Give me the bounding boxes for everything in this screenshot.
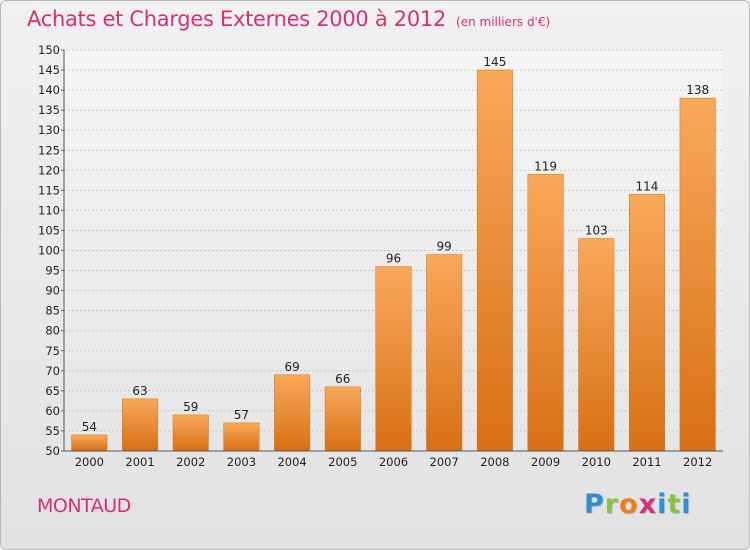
y-tick-label: 95 <box>45 264 60 278</box>
bar <box>223 422 260 452</box>
y-tick-label: 75 <box>45 344 60 358</box>
y-tick-label: 65 <box>45 384 60 398</box>
place-name: MONTAUD <box>37 495 131 517</box>
logo-letter: o <box>619 489 639 520</box>
bar <box>476 69 513 452</box>
y-tick-label: 105 <box>38 223 60 237</box>
y-tick-label: 50 <box>45 444 60 458</box>
y-tick-label: 70 <box>45 364 60 378</box>
y-tick-label: 130 <box>38 123 60 137</box>
value-label: 119 <box>534 159 557 173</box>
bar <box>628 194 665 452</box>
value-label: 63 <box>132 384 147 398</box>
bar <box>71 434 108 452</box>
x-tick-label: 2005 <box>328 455 357 469</box>
value-label: 145 <box>483 55 506 69</box>
chart-title: Achats et Charges Externes 2000 à 2012 (e… <box>27 7 550 31</box>
value-label: 54 <box>82 420 97 434</box>
value-label: 96 <box>386 252 401 266</box>
x-tick-label: 2012 <box>683 455 712 469</box>
bar <box>578 238 615 452</box>
y-tick-label: 100 <box>38 244 60 258</box>
bar <box>274 374 311 452</box>
y-tick-label: 85 <box>45 304 60 318</box>
value-label: 59 <box>183 400 198 414</box>
x-tick-label: 2006 <box>379 455 408 469</box>
logo-letter: P <box>584 489 605 520</box>
bar <box>426 254 463 452</box>
x-tick-label: 2001 <box>125 455 154 469</box>
bar <box>172 414 209 452</box>
y-tick-label: 90 <box>45 284 60 298</box>
x-tick-label: 2011 <box>632 455 661 469</box>
value-label: 99 <box>437 240 452 254</box>
y-tick-label: 145 <box>38 63 60 77</box>
chart-subtitle: (en milliers d'€) <box>456 15 551 29</box>
y-tick-label: 140 <box>38 83 60 97</box>
value-label: 66 <box>335 372 350 386</box>
bar <box>324 386 361 452</box>
bars <box>71 69 716 452</box>
x-tick-label: 2008 <box>480 455 509 469</box>
y-tick-label: 135 <box>38 103 60 117</box>
logo-letter: t <box>667 489 682 520</box>
y-tick-label: 120 <box>38 163 60 177</box>
value-label: 138 <box>686 83 709 97</box>
axes <box>63 50 723 452</box>
x-axis-ticks: 2000 2001 2002 2003 2004 2005 2006 2007 2008 2009… <box>75 455 713 469</box>
proxiti-logo: Proxiti <box>584 489 692 520</box>
x-tick-label: 2009 <box>531 455 560 469</box>
value-label: 69 <box>284 360 299 374</box>
logo-letter: i <box>657 489 668 520</box>
x-tick-label: 2003 <box>227 455 256 469</box>
logo-letter: i <box>681 489 692 520</box>
y-tick-label: 110 <box>38 203 60 217</box>
logo-letter: x <box>638 489 658 520</box>
y-tick-label: 60 <box>45 404 60 418</box>
y-tick-label: 55 <box>45 424 60 438</box>
x-tick-label: 2004 <box>277 455 306 469</box>
x-tick-label: 2010 <box>582 455 611 469</box>
value-label: 57 <box>234 408 249 422</box>
y-tick-label: 150 <box>38 43 60 57</box>
bar <box>527 174 564 452</box>
value-label: 103 <box>585 223 608 237</box>
bar <box>122 398 159 452</box>
x-tick-label: 2002 <box>176 455 205 469</box>
y-tick-label: 80 <box>45 324 60 338</box>
y-axis-ticks: 50 55 60 65 70 75 80 85 90 95 100 105 110 115 120 125 13… <box>38 43 64 458</box>
bar <box>679 97 716 452</box>
value-labels: 54 63 59 57 69 66 96 99 145 119 103 114 138 <box>82 55 709 434</box>
y-tick-label: 115 <box>38 183 60 197</box>
y-tick-label: 125 <box>38 143 60 157</box>
logo-letter: r <box>604 489 620 520</box>
bar <box>375 266 412 452</box>
chart-title-text: Achats et Charges Externes 2000 à 2012 <box>27 7 447 31</box>
x-tick-label: 2000 <box>75 455 104 469</box>
x-tick-label: 2007 <box>430 455 459 469</box>
value-label: 114 <box>636 179 659 193</box>
